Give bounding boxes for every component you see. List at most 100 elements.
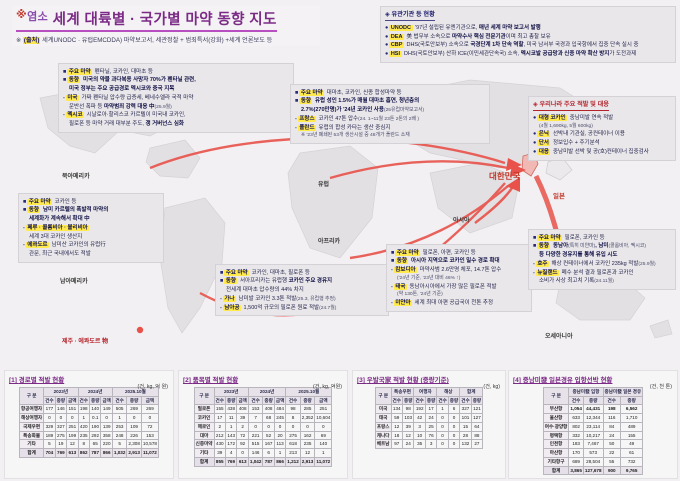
- table-cell: 146: [247, 448, 264, 458]
- table-cell: 8: [285, 413, 301, 423]
- eu-item: 2.7%(270만명)가 '24년 코카인 사용(25유럽마약보고서): [301, 107, 425, 113]
- table-card-4: [4] 중남미發 일본경유 입항선박 현황 (건, 천 톤) 구 분 중남미發 입항 중…: [508, 370, 678, 479]
- data-table: 구 분 중남미發 입항 중남미發 일본 경유 건수 중량 건수 중량 부산항 1,054 44,4…: [542, 386, 644, 476]
- table-cell: 329: [43, 421, 56, 432]
- oc-item: ■ 동향 동남아(특히 미얀마), 남미(콜롬비아, 멕시코): [533, 243, 646, 250]
- table-cell: 0: [273, 421, 287, 432]
- oc-item: 소비가 사상 최고치 기록(24.11월): [539, 278, 614, 285]
- table-cell: 59: [390, 413, 404, 423]
- korea-item: (4월 1,690kg, 5월 600kg): [539, 123, 593, 129]
- as-item: ■ 주요 마약 필로폰, 아편, 코카인 등: [391, 249, 476, 256]
- sa-item: - 에콰도르 남미산 코카인의 유럽行: [23, 242, 106, 249]
- table-cell: 134: [390, 404, 404, 415]
- table-cell: 235: [77, 430, 91, 441]
- row-header: 태국: [374, 413, 392, 423]
- table-cell: 769: [54, 448, 68, 458]
- table-cell: 121: [470, 404, 484, 415]
- table-cell: 327: [54, 421, 68, 432]
- af-item: - 가나 남미발 코카인 3.3톤 적발(25.3, 유럽행 추정): [220, 295, 336, 302]
- data-table: 구 분 특송우편 여행자 해상 합계 건수 중량 건수 중량 건수 중량 건수 중량 미국 134 98 192…: [374, 386, 484, 450]
- table-cell: 12,344: [582, 413, 604, 423]
- table-cell: 10,604: [314, 413, 333, 423]
- table-row: 울산항 633 12,344 116 1,710: [542, 413, 644, 423]
- oc-item: ■ 주요 마약 필로폰, 코카인 등: [533, 234, 605, 241]
- table-cell: 146: [54, 404, 68, 415]
- row-header: 여수·광양항: [542, 421, 570, 432]
- column-subheader: 금액: [66, 395, 79, 406]
- column-group-header: 특송우편: [390, 387, 415, 397]
- table-cell: 23,114: [582, 421, 604, 432]
- table-cell: 192: [413, 404, 426, 415]
- table-cell: 1: [273, 448, 287, 458]
- table-cell: 170: [568, 448, 584, 458]
- table-row: 항공여행자 177 146 151 198 140 149 505 269 269: [19, 404, 159, 415]
- table-cell: 2,913: [126, 448, 142, 458]
- table-cell: 332: [568, 430, 584, 441]
- table-cell: 0: [447, 430, 461, 441]
- table-cell: 769: [224, 456, 238, 467]
- jeju-marker: [136, 326, 144, 334]
- table-cell: 0: [447, 413, 461, 423]
- title-mark-2: 염소: [27, 11, 49, 23]
- row-header: 특송화물: [19, 430, 45, 441]
- table-cell: 12: [66, 439, 79, 450]
- row-header: 마산항: [542, 448, 570, 458]
- table-cell: 0: [54, 413, 68, 423]
- row-header: 합계: [19, 448, 45, 458]
- table-cell: 613: [236, 456, 249, 467]
- column-subheader: 중량: [299, 395, 316, 406]
- map-label-japan: 일본: [553, 193, 565, 200]
- table-cell: 0: [436, 439, 449, 450]
- column-subheader: 중량: [401, 395, 415, 406]
- column-header: 구 분: [374, 386, 392, 406]
- row-header: 합계: [542, 465, 570, 476]
- table-cell: 787: [88, 448, 102, 458]
- table-cell: 39: [236, 413, 249, 423]
- table-cell: 6,562: [620, 404, 644, 415]
- row-header: 부산항: [542, 404, 570, 415]
- oceania-callout: ■ 주요 마약 필로폰, 코카인 등 ■ 동향 동남아(특히 미얀마), 남미(콜롬…: [528, 229, 676, 291]
- column-subheader: 건수: [213, 395, 227, 406]
- column-header: 구 분: [193, 386, 215, 406]
- korea-item: ● 단서 정보입수 + 주기분석: [533, 140, 600, 147]
- table-row: 대마 212 143 72 221 52 20 275 162 69: [193, 430, 333, 441]
- table-cell: 251: [314, 404, 333, 415]
- table-cell: 12: [401, 430, 415, 441]
- table-cell: 221: [247, 430, 264, 441]
- column-header: 구 분: [542, 386, 570, 406]
- korea-callout: ◈ 우리나라 주요 적발 및 대응 ● 대형 코카인 중남미발 연속 적발 (4월…: [528, 96, 676, 161]
- table-cell: 866: [273, 456, 287, 467]
- column-group-header: 해상: [436, 387, 461, 397]
- row-header: 프랑스: [374, 421, 392, 432]
- na-item: 필로폰 등 마약 거래 대부분 주도, 갱 거버넌스 심화: [69, 121, 184, 128]
- af-item: 전세계 대마초 압수량의 44% 차지: [226, 287, 304, 293]
- table-card-3: [3] 우발국家 적발 현황 (중량기준) (건, kg) 구 분 특송우편 여행자 해상…: [352, 370, 506, 479]
- as-item: - 미얀마 세계 최대 아편 공급국이 천톤 추정: [391, 300, 494, 307]
- na-item: 운반선 폭파 등 마약범죄 강력 대응 中(25.9월): [69, 103, 172, 110]
- table-cell: 900: [602, 465, 622, 476]
- table-row: 태국 59 103 42 24 0 0 101 127: [374, 413, 484, 423]
- table-subheader-row: 건수 중량 건수 중량 건수 중량 건수 중량: [375, 395, 484, 406]
- table-unit: (건, kg): [483, 384, 500, 390]
- table-cell: 1,032: [111, 448, 128, 458]
- table-cell: 132: [459, 439, 472, 450]
- table-cell: 0: [236, 448, 249, 458]
- table-number: [2]: [183, 377, 193, 384]
- arrow-eu-to-kr: [329, 160, 509, 180]
- table-cell: 162: [299, 430, 316, 441]
- map-label-north-america: 북아메리카: [62, 174, 90, 180]
- table-cell: 98: [285, 404, 301, 415]
- korea-heading: ◈ 우리나라 주요 적발 및 대응: [533, 100, 609, 112]
- table-cell: 0: [100, 413, 113, 423]
- africa-callout: ■ 주요 마약 코카인, 대마초, 필로폰 등 ■ 동향 서아프리카는 유럽행 코카…: [215, 264, 389, 317]
- column-subheader: 중량: [470, 395, 484, 406]
- table-cell: 7: [247, 413, 264, 423]
- table-cell: 618: [285, 439, 301, 450]
- table-cell: 151: [66, 404, 79, 415]
- table-cell: 39: [213, 448, 227, 458]
- table-cell: 84: [602, 421, 622, 432]
- table-row: 평택항 332 10,217 24 155: [542, 430, 644, 441]
- table-cell: 327: [459, 404, 472, 415]
- table-cell: 0: [43, 413, 56, 423]
- na-item: 미국 정부는 주요 공급경로 멕시코와 중국 지목: [69, 86, 175, 92]
